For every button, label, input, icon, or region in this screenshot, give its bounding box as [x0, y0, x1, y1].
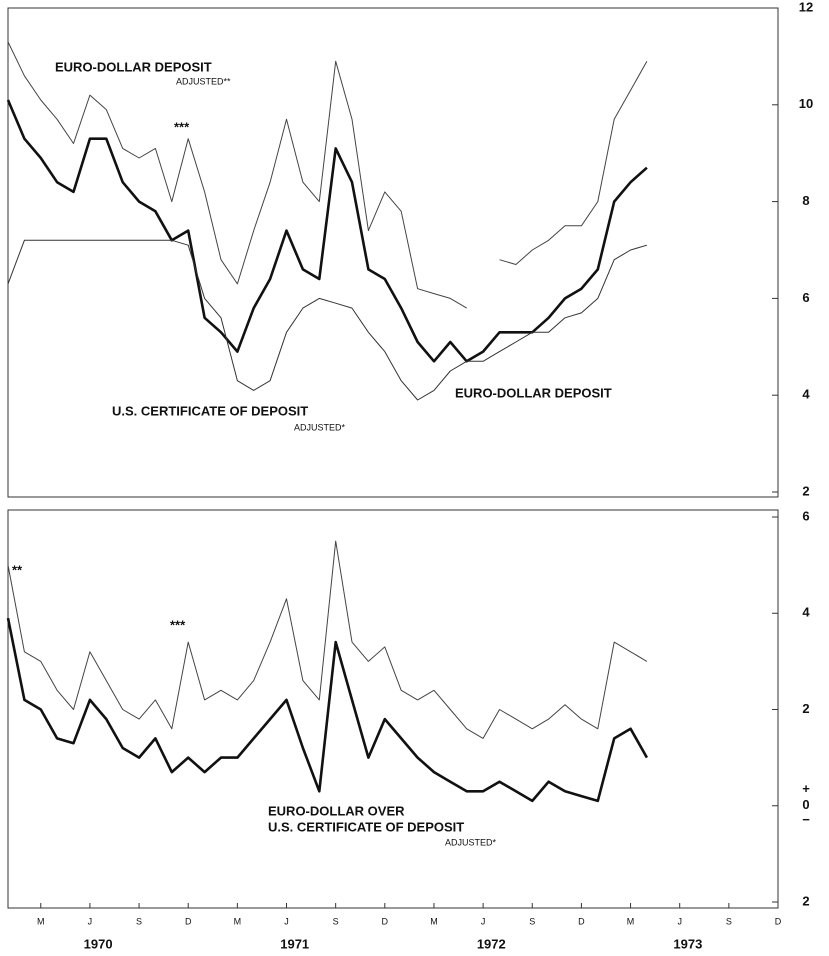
year-label: 1970	[84, 936, 113, 951]
y-tick-label: 0	[802, 797, 809, 812]
y-tick-label: 10	[799, 96, 813, 111]
x-tick-label: D	[775, 916, 782, 926]
x-tick-label: S	[529, 916, 535, 926]
x-tick-label: J	[677, 916, 682, 926]
annotation: ADJUSTED**	[176, 76, 231, 86]
series-line	[7, 41, 648, 309]
year-label: 1972	[477, 936, 506, 951]
year-label: 1971	[280, 936, 309, 951]
annotation: EURO-DOLLAR OVER	[268, 803, 405, 818]
x-tick-label: M	[430, 916, 438, 926]
annotation: ADJUSTED*	[445, 837, 497, 847]
sign: +	[802, 781, 810, 796]
y-tick-label: 6	[802, 290, 809, 305]
y-tick-label: 6	[802, 508, 809, 523]
y-tick-label: 2	[802, 483, 809, 498]
x-tick-label: D	[578, 916, 585, 926]
annotation: ADJUSTED*	[294, 422, 346, 432]
x-tick-label: S	[726, 916, 732, 926]
series-line	[7, 239, 648, 401]
panel-frame	[7, 509, 779, 909]
sign: −	[802, 812, 810, 827]
series-line	[6, 99, 648, 363]
x-tick-label: S	[333, 916, 339, 926]
annotation: EURO-DOLLAR DEPOSIT	[455, 385, 612, 400]
x-tick-label: D	[185, 916, 192, 926]
annotation: ***	[174, 119, 190, 134]
x-tick-label: J	[284, 916, 289, 926]
annotation: U.S. CERTIFICATE OF DEPOSIT	[112, 403, 308, 418]
series-line	[6, 617, 649, 803]
annotation: **	[12, 562, 23, 577]
panel-frame	[7, 7, 779, 498]
series-line	[7, 540, 648, 739]
x-tick-label: M	[37, 916, 45, 926]
y-tick-label: 4	[802, 605, 810, 620]
annotation: ***	[170, 617, 186, 632]
y-tick-label: 12	[799, 0, 813, 14]
x-tick-label: J	[88, 916, 93, 926]
x-tick-label: M	[234, 916, 242, 926]
annotation: U.S. CERTIFICATE OF DEPOSIT	[268, 819, 464, 834]
y-tick-label: 4	[802, 387, 810, 402]
y-tick-label: 2	[802, 893, 809, 908]
y-tick-label: 2	[802, 701, 809, 716]
y-tick-label: 8	[802, 193, 809, 208]
x-tick-label: D	[382, 916, 389, 926]
year-label: 1973	[673, 936, 702, 951]
x-tick-label: J	[481, 916, 486, 926]
x-tick-label: M	[627, 916, 635, 926]
annotation: EURO-DOLLAR DEPOSIT	[55, 59, 212, 74]
x-tick-label: S	[136, 916, 142, 926]
